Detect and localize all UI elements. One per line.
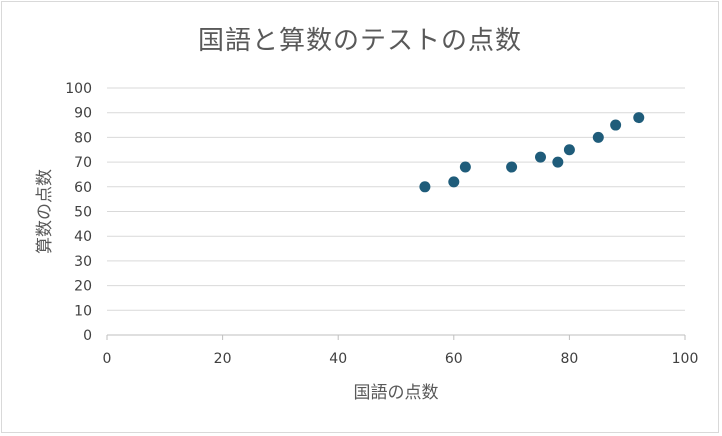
data-point-3 [459,161,471,173]
y-tick-label-0: 0 [83,328,92,344]
y-tick-label-80: 80 [74,130,92,146]
data-points [419,112,645,193]
y-tick-label-90: 90 [74,106,92,122]
y-tick-label-10: 10 [74,303,92,319]
x-tick-label-0: 0 [103,351,112,367]
y-tick-label-20: 20 [74,279,92,295]
y-axis-title: 算数の点数 [35,169,55,254]
chart-title: 国語と算数のテストの点数 [197,26,522,56]
data-point-7 [563,144,575,156]
data-point-8 [592,131,604,143]
x-tick-label-60: 60 [445,351,463,367]
data-point-9 [610,119,622,131]
data-point-1 [419,181,431,193]
y-tick-label-30: 30 [74,254,92,270]
axes [106,334,686,340]
x-tick-labels: 0 20 40 60 80 100 [103,351,699,367]
y-tick-label-40: 40 [74,229,92,245]
data-point-4 [506,161,518,173]
y-tick-label-60: 60 [74,180,92,196]
y-tick-labels: 0 10 20 30 40 50 60 70 80 90 100 [65,81,92,344]
gridlines [107,87,685,311]
y-tick-label-100: 100 [65,81,92,97]
x-tick-label-20: 20 [214,351,232,367]
x-tick-label-40: 40 [329,351,347,367]
x-axis-title: 国語の点数 [354,383,439,403]
data-point-5 [535,151,546,163]
y-tick-label-70: 70 [74,155,92,171]
x-tick-label-80: 80 [560,351,578,367]
x-tick-label-100: 100 [672,351,699,367]
data-point-6 [552,156,564,168]
y-tick-label-50: 50 [74,205,92,221]
data-point-10 [633,112,645,124]
data-point-2 [448,176,460,188]
